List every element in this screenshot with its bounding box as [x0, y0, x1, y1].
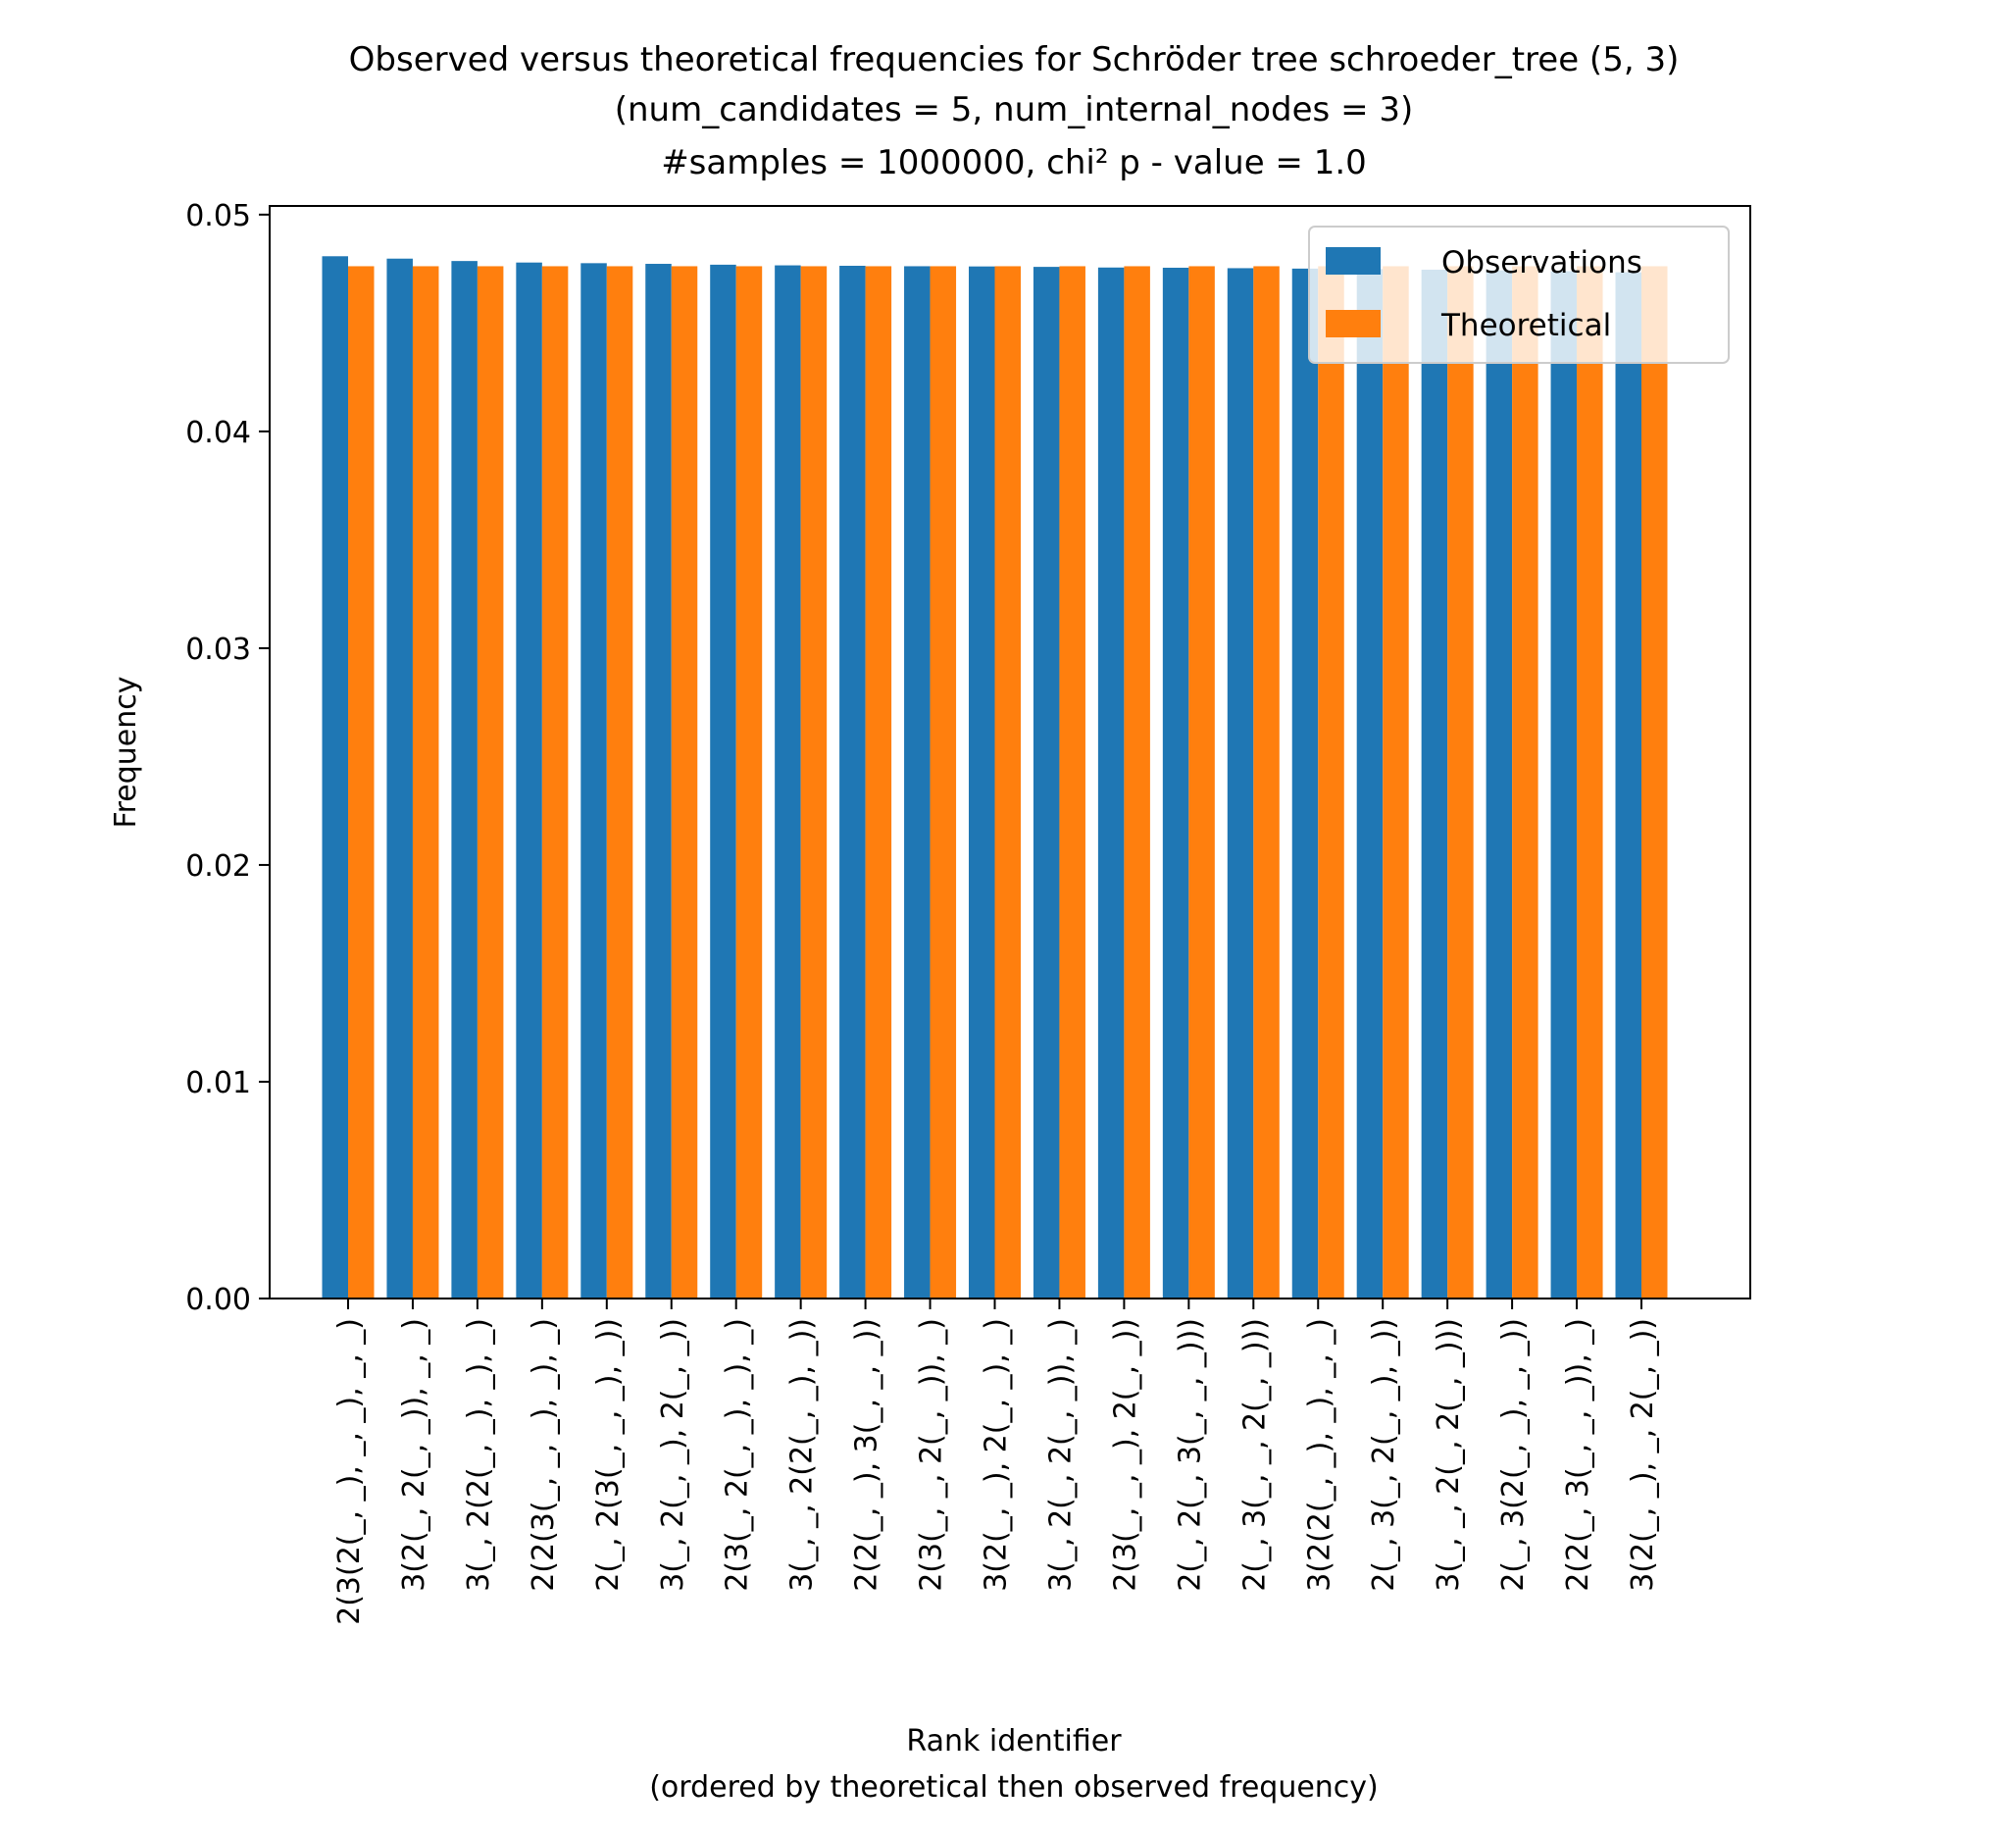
bar-theoretical-3 [477, 266, 504, 1299]
bar-observations-14 [1162, 267, 1189, 1299]
bar-theoretical-9 [865, 266, 892, 1299]
bar-observations-12 [1033, 267, 1060, 1299]
x-tick-label: 3(2(_, _), _, 2(_, _)) [1626, 1318, 1660, 1592]
bars [322, 256, 1668, 1299]
x-axis: 2(3(2(_, _), _, _), _, _) 3(2(_, 2(_, _))… [332, 1299, 1660, 1625]
legend-label-theoretical: Theoretical [1440, 308, 1611, 343]
bar-observations-17 [1356, 269, 1384, 1299]
bar-theoretical-1 [348, 266, 375, 1299]
bar-theoretical-19 [1512, 266, 1538, 1299]
bar-theoretical-8 [800, 266, 828, 1299]
x-axis-label: Rank identifier [906, 1724, 1122, 1758]
bar-theoretical-11 [994, 266, 1021, 1299]
chart-title-line-3: #samples = 1000000, chi² p - value = 1.0 [661, 143, 1367, 182]
x-tick-label: 2(_, 3(_, _, 2(_, _))) [1237, 1318, 1272, 1592]
x-tick-label: 2(3(_, _, _), 2(_, _)) [1108, 1318, 1142, 1592]
x-axis-sublabel: (ordered by theoretical then observed fr… [649, 1770, 1379, 1805]
bar-theoretical-4 [541, 266, 569, 1299]
legend-swatch-theoretical [1326, 310, 1381, 337]
bar-theoretical-21 [1641, 266, 1668, 1299]
bar-theoretical-15 [1253, 266, 1280, 1299]
y-axis: 0.00 0.01 0.02 0.03 0.04 0.05 [185, 199, 270, 1317]
x-tick-label: 3(2(_, _), 2(_, _), _) [980, 1318, 1014, 1592]
x-tick-label: 2(3(_, _, 2(_, _)), _) [915, 1318, 949, 1592]
x-tick-label: 2(3(2(_, _), _, _), _, _) [332, 1318, 367, 1625]
bar-theoretical-5 [606, 266, 633, 1299]
bar-observations-4 [516, 262, 542, 1299]
x-tick-label: 3(_, _, 2(2(_, _), _)) [785, 1318, 820, 1592]
y-tick-label: 0.04 [185, 416, 251, 450]
bar-observations-19 [1486, 270, 1513, 1299]
plot-area-frame [269, 205, 1751, 1299]
y-axis-label: Frequency [109, 677, 143, 829]
x-tick-label: 3(_, _, 2(_, 2(_, _))) [1432, 1318, 1466, 1592]
chart-title-line-1: Observed versus theoretical frequencies … [349, 40, 1680, 79]
x-tick-label: 2(_, 3(_, 2(_, _), _)) [1367, 1318, 1401, 1592]
bar-observations-20 [1550, 271, 1578, 1299]
bar-observations-7 [710, 264, 736, 1299]
x-tick-label: 2(_, 3(2(_, _), _, _)) [1496, 1318, 1531, 1592]
bar-observations-5 [580, 263, 607, 1299]
bar-theoretical-17 [1383, 266, 1409, 1299]
bar-theoretical-16 [1318, 266, 1344, 1299]
y-tick-label: 0.00 [185, 1283, 251, 1317]
bar-theoretical-18 [1447, 266, 1474, 1299]
y-tick-label: 0.02 [185, 849, 251, 884]
y-tick-label: 0.01 [185, 1066, 251, 1100]
bar-theoretical-20 [1577, 266, 1603, 1299]
bar-observations-11 [969, 266, 995, 1299]
bar-observations-13 [1097, 267, 1125, 1299]
x-tick-label: 3(_, 2(_, 2(_, _)), _) [1043, 1318, 1078, 1592]
bar-observations-10 [904, 266, 931, 1299]
x-tick-label: 2(2(3(_, _, _), _), _) [527, 1318, 561, 1592]
bar-observations-15 [1227, 268, 1254, 1299]
x-tick-label: 2(3(_, 2(_, _), _), _) [721, 1318, 755, 1592]
y-tick-label: 0.05 [185, 199, 251, 233]
y-tick-label: 0.03 [185, 633, 251, 667]
legend: Observations Theoretical [1308, 226, 1730, 364]
bar-observations-18 [1421, 269, 1448, 1299]
legend-box [1308, 226, 1730, 364]
bar-observations-9 [839, 266, 866, 1299]
bar-theoretical-14 [1188, 266, 1215, 1299]
legend-label-observations: Observations [1441, 245, 1642, 280]
bar-observations-1 [322, 256, 348, 1299]
bar-theoretical-7 [735, 266, 763, 1299]
x-tick-label: 3(2(_, 2(_, _)), _, _) [397, 1318, 431, 1592]
x-tick-label: 2(_, 2(3(_, _, _), _)) [591, 1318, 626, 1592]
legend-swatch-observations [1326, 247, 1381, 275]
x-tick-label: 3(_, 2(2(_, _), _), _) [462, 1318, 496, 1592]
bar-theoretical-13 [1124, 266, 1150, 1299]
bar-theoretical-2 [412, 266, 439, 1299]
bar-observations-3 [451, 261, 478, 1299]
x-tick-label: 3(_, 2(_, _), 2(_, _)) [656, 1318, 690, 1592]
x-tick-label: 3(2(2(_, _), _), _, _) [1302, 1318, 1336, 1592]
x-tick-label: 2(_, 2(_, 3(_, _, _))) [1173, 1318, 1207, 1592]
bar-theoretical-6 [671, 266, 698, 1299]
bar-observations-2 [386, 258, 413, 1299]
chart-title: Observed versus theoretical frequencies … [349, 40, 1680, 182]
bar-theoretical-10 [930, 266, 957, 1299]
bar-observations-6 [645, 264, 672, 1299]
bar-theoretical-12 [1059, 266, 1085, 1299]
bar-observations-21 [1615, 272, 1641, 1299]
chart-title-line-2: (num_candidates = 5, num_internal_nodes … [615, 90, 1414, 129]
bar-observations-8 [775, 265, 801, 1299]
bar-observations-16 [1291, 268, 1319, 1299]
x-tick-label: 2(2(_, 3(_, _, _)), _) [1561, 1318, 1595, 1592]
x-tick-label: 2(2(_, _), 3(_, _, _)) [850, 1318, 884, 1592]
